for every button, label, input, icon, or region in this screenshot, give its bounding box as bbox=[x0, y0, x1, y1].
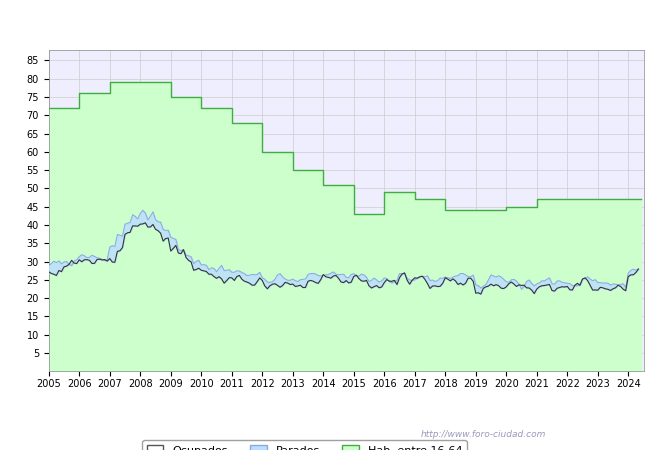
Text: Valdevacas y Guijar - Evolucion de la poblacion en edad de Trabajar Mayo de 2024: Valdevacas y Guijar - Evolucion de la po… bbox=[0, 17, 650, 31]
Text: http://www.foro-ciudad.com: http://www.foro-ciudad.com bbox=[421, 430, 546, 439]
Legend: Ocupados, Parados, Hab. entre 16-64: Ocupados, Parados, Hab. entre 16-64 bbox=[142, 440, 467, 450]
